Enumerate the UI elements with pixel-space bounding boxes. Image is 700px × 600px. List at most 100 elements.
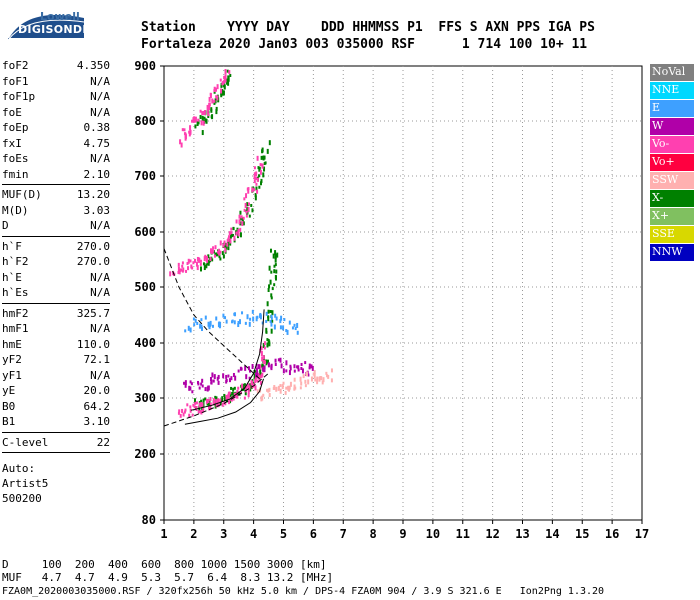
echo-mark bbox=[232, 397, 235, 401]
echo-mark bbox=[246, 206, 249, 211]
echo-mark bbox=[248, 385, 251, 390]
echo-mark bbox=[259, 364, 262, 370]
echo-mark bbox=[285, 386, 288, 390]
echo-mark bbox=[281, 385, 284, 390]
echo-mark bbox=[250, 203, 253, 207]
echo-mark bbox=[202, 402, 205, 408]
echo-mark bbox=[262, 355, 265, 360]
echo-mark bbox=[200, 382, 203, 386]
echo-mark bbox=[211, 258, 214, 262]
echo-mark bbox=[227, 374, 230, 378]
echo-mark bbox=[279, 384, 282, 388]
echo-mark bbox=[232, 392, 235, 398]
echo-mark bbox=[253, 373, 256, 379]
echo-mark bbox=[223, 393, 226, 397]
echo-mark bbox=[196, 321, 199, 325]
echo-mark bbox=[227, 246, 230, 251]
x-tick-label: 17 bbox=[635, 527, 649, 541]
echo-mark bbox=[247, 366, 250, 371]
echo-mark bbox=[260, 178, 263, 183]
echo-mark bbox=[237, 232, 240, 237]
echo-mark bbox=[209, 402, 212, 407]
echo-mark bbox=[209, 396, 212, 401]
y-tick-label: 900 bbox=[134, 59, 156, 73]
echo-mark bbox=[265, 362, 268, 366]
echo-mark bbox=[215, 106, 218, 111]
echo-mark bbox=[192, 317, 195, 321]
echo-mark bbox=[311, 365, 314, 371]
y-tick-label: 300 bbox=[134, 391, 156, 405]
echo-mark bbox=[251, 381, 254, 385]
x-tick-label: 11 bbox=[456, 527, 470, 541]
echo-mark bbox=[177, 270, 180, 274]
echo-mark bbox=[242, 385, 245, 391]
header-line-labels: Station YYYY DAY DDD HHMMSS P1 FFS S AXN… bbox=[141, 20, 595, 35]
echo-mark bbox=[293, 323, 296, 327]
echo-mark bbox=[221, 396, 224, 402]
param-separator bbox=[2, 302, 110, 304]
echo-mark bbox=[214, 401, 217, 406]
echo-mark bbox=[244, 202, 247, 208]
echo-mark bbox=[198, 410, 201, 414]
echo-mark bbox=[226, 242, 229, 247]
echo-mark bbox=[193, 405, 196, 409]
param-name: h`F bbox=[2, 239, 22, 253]
echo-mark bbox=[251, 187, 254, 193]
echo-mark bbox=[169, 271, 172, 277]
param-name: foEp bbox=[2, 121, 29, 134]
echo-mark bbox=[184, 383, 187, 388]
echo-mark bbox=[255, 367, 258, 372]
param-name: foF1 bbox=[2, 74, 29, 88]
echo-mark bbox=[177, 411, 180, 415]
echo-mark bbox=[288, 370, 291, 376]
echo-mark bbox=[263, 166, 266, 172]
echo-mark bbox=[313, 373, 316, 379]
echo-mark bbox=[184, 380, 187, 386]
echo-mark bbox=[214, 245, 217, 250]
echo-mark bbox=[251, 208, 254, 213]
echo-mark bbox=[192, 261, 195, 265]
echo-mark bbox=[253, 172, 256, 177]
echo-mark bbox=[200, 327, 203, 332]
echo-mark bbox=[224, 74, 227, 79]
echo-mark bbox=[243, 208, 246, 212]
echo-mark bbox=[200, 120, 203, 126]
param-value: 3.10 bbox=[83, 415, 111, 428]
echo-mark bbox=[209, 320, 212, 326]
echo-mark bbox=[202, 398, 205, 403]
echo-mark bbox=[203, 110, 206, 116]
echo-mark bbox=[222, 243, 225, 248]
echo-mark bbox=[301, 368, 304, 374]
echo-mark bbox=[204, 387, 207, 392]
echo-mark bbox=[270, 322, 273, 327]
echo-mark bbox=[274, 362, 277, 366]
echo-mark bbox=[304, 361, 307, 365]
echo-mark bbox=[240, 215, 243, 219]
echo-mark bbox=[197, 118, 200, 122]
echo-mark bbox=[193, 398, 196, 404]
echo-mark bbox=[256, 177, 259, 182]
param-row: yF1 N/A bbox=[2, 368, 110, 384]
echo-mark bbox=[234, 312, 237, 317]
echo-mark bbox=[285, 329, 288, 333]
echo-mark bbox=[206, 257, 209, 263]
echo-mark bbox=[247, 393, 250, 398]
echo-mark bbox=[245, 210, 248, 214]
echo-mark bbox=[209, 248, 212, 254]
x-tick-label: 15 bbox=[575, 527, 589, 541]
echo-mark bbox=[293, 377, 296, 382]
echo-mark bbox=[239, 232, 242, 238]
echo-mark bbox=[267, 315, 270, 319]
echo-mark bbox=[314, 378, 317, 382]
echo-mark bbox=[200, 401, 203, 407]
echo-mark bbox=[276, 252, 279, 258]
autoscaling-info: Artist5 bbox=[2, 477, 49, 490]
echo-mark bbox=[232, 233, 235, 237]
echo-mark bbox=[209, 406, 212, 410]
x-tick-label: 4 bbox=[250, 527, 257, 541]
echo-mark bbox=[262, 366, 265, 372]
echo-mark bbox=[310, 376, 313, 382]
echo-mark bbox=[304, 384, 307, 388]
echo-mark bbox=[241, 220, 244, 226]
echo-mark bbox=[245, 374, 248, 380]
